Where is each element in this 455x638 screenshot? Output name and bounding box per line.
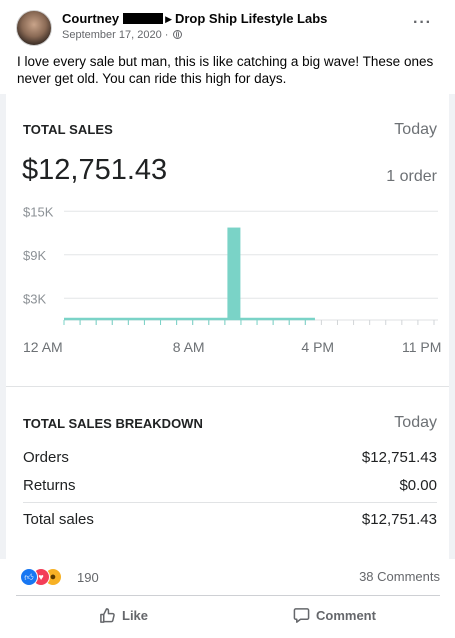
like-icon: 👍︎: [20, 568, 38, 586]
like-label: Like: [122, 607, 149, 623]
avatar[interactable]: [16, 10, 52, 46]
breakdown-value: $12,751.43: [361, 449, 437, 466]
action-divider: [16, 595, 440, 596]
shared-image: TOTAL SALES Today $12,751.43 1 order $15…: [0, 94, 455, 559]
caret-right-icon: ▶: [165, 14, 172, 24]
group-name[interactable]: Drop Ship Lifestyle Labs: [174, 11, 328, 26]
breakdown-label: Returns: [23, 477, 76, 494]
reaction-count[interactable]: 190: [77, 570, 99, 585]
more-options-button[interactable]: ···: [413, 14, 432, 31]
comments-count[interactable]: 38 Comments: [359, 569, 440, 584]
y-tick-label: $9K: [23, 248, 46, 263]
breakdown-divider: [23, 502, 437, 503]
x-tick-label: 11 PM: [402, 339, 441, 355]
post-meta: September 17, 2020 ·: [62, 29, 183, 41]
y-tick-label: $15K: [23, 204, 54, 219]
sales-amount: $12,751.43: [22, 154, 168, 186]
breakdown-value: $0.00: [399, 477, 437, 494]
x-tick-label: 4 PM: [301, 339, 334, 355]
breakdown-row-total: Total sales $12,751.43: [23, 511, 437, 528]
post-text: I love every sale but man, this is like …: [17, 54, 434, 86]
like-button[interactable]: Like: [99, 605, 148, 625]
globe-icon: [173, 30, 183, 39]
breakdown-title: TOTAL SALES BREAKDOWN: [23, 416, 203, 431]
breakdown-row-returns: Returns $0.00: [23, 477, 437, 494]
breakdown-label: Total sales: [23, 511, 94, 528]
comment-button[interactable]: Comment: [293, 605, 376, 625]
y-tick-label: $3K: [23, 291, 46, 306]
breakdown-period: Today: [394, 414, 437, 431]
comment-icon: [293, 607, 310, 623]
author-name[interactable]: Courtney: [62, 11, 120, 26]
sales-title: TOTAL SALES: [23, 122, 113, 137]
redaction-bar: [123, 13, 164, 24]
x-tick-label: 8 AM: [173, 339, 205, 355]
post-header: Courtney ▶ Drop Ship Lifestyle Labs Septem…: [16, 10, 440, 50]
comment-label: Comment: [316, 607, 376, 623]
breakdown-row-orders: Orders $12,751.43: [23, 449, 437, 466]
author-line: Courtney ▶ Drop Ship Lifestyle Labs: [62, 11, 327, 26]
sales-chart: $15K $9K $3K 12 AM 8 AM 4 PM 11 PM: [23, 204, 441, 355]
thumbs-up-icon: [100, 607, 115, 623]
post-date[interactable]: September 17, 2020: [62, 29, 162, 41]
breakdown-value: $12,751.43: [361, 511, 437, 528]
sales-bar: [227, 227, 241, 320]
meta-separator: ·: [164, 29, 169, 41]
x-tick-label: 12 AM: [23, 339, 63, 355]
sales-orders: 1 order: [386, 168, 437, 185]
sales-card: TOTAL SALES Today $12,751.43 1 order $15…: [6, 94, 449, 559]
breakdown-label: Orders: [23, 449, 69, 466]
card-divider: [6, 386, 449, 387]
sales-period: Today: [394, 121, 437, 138]
